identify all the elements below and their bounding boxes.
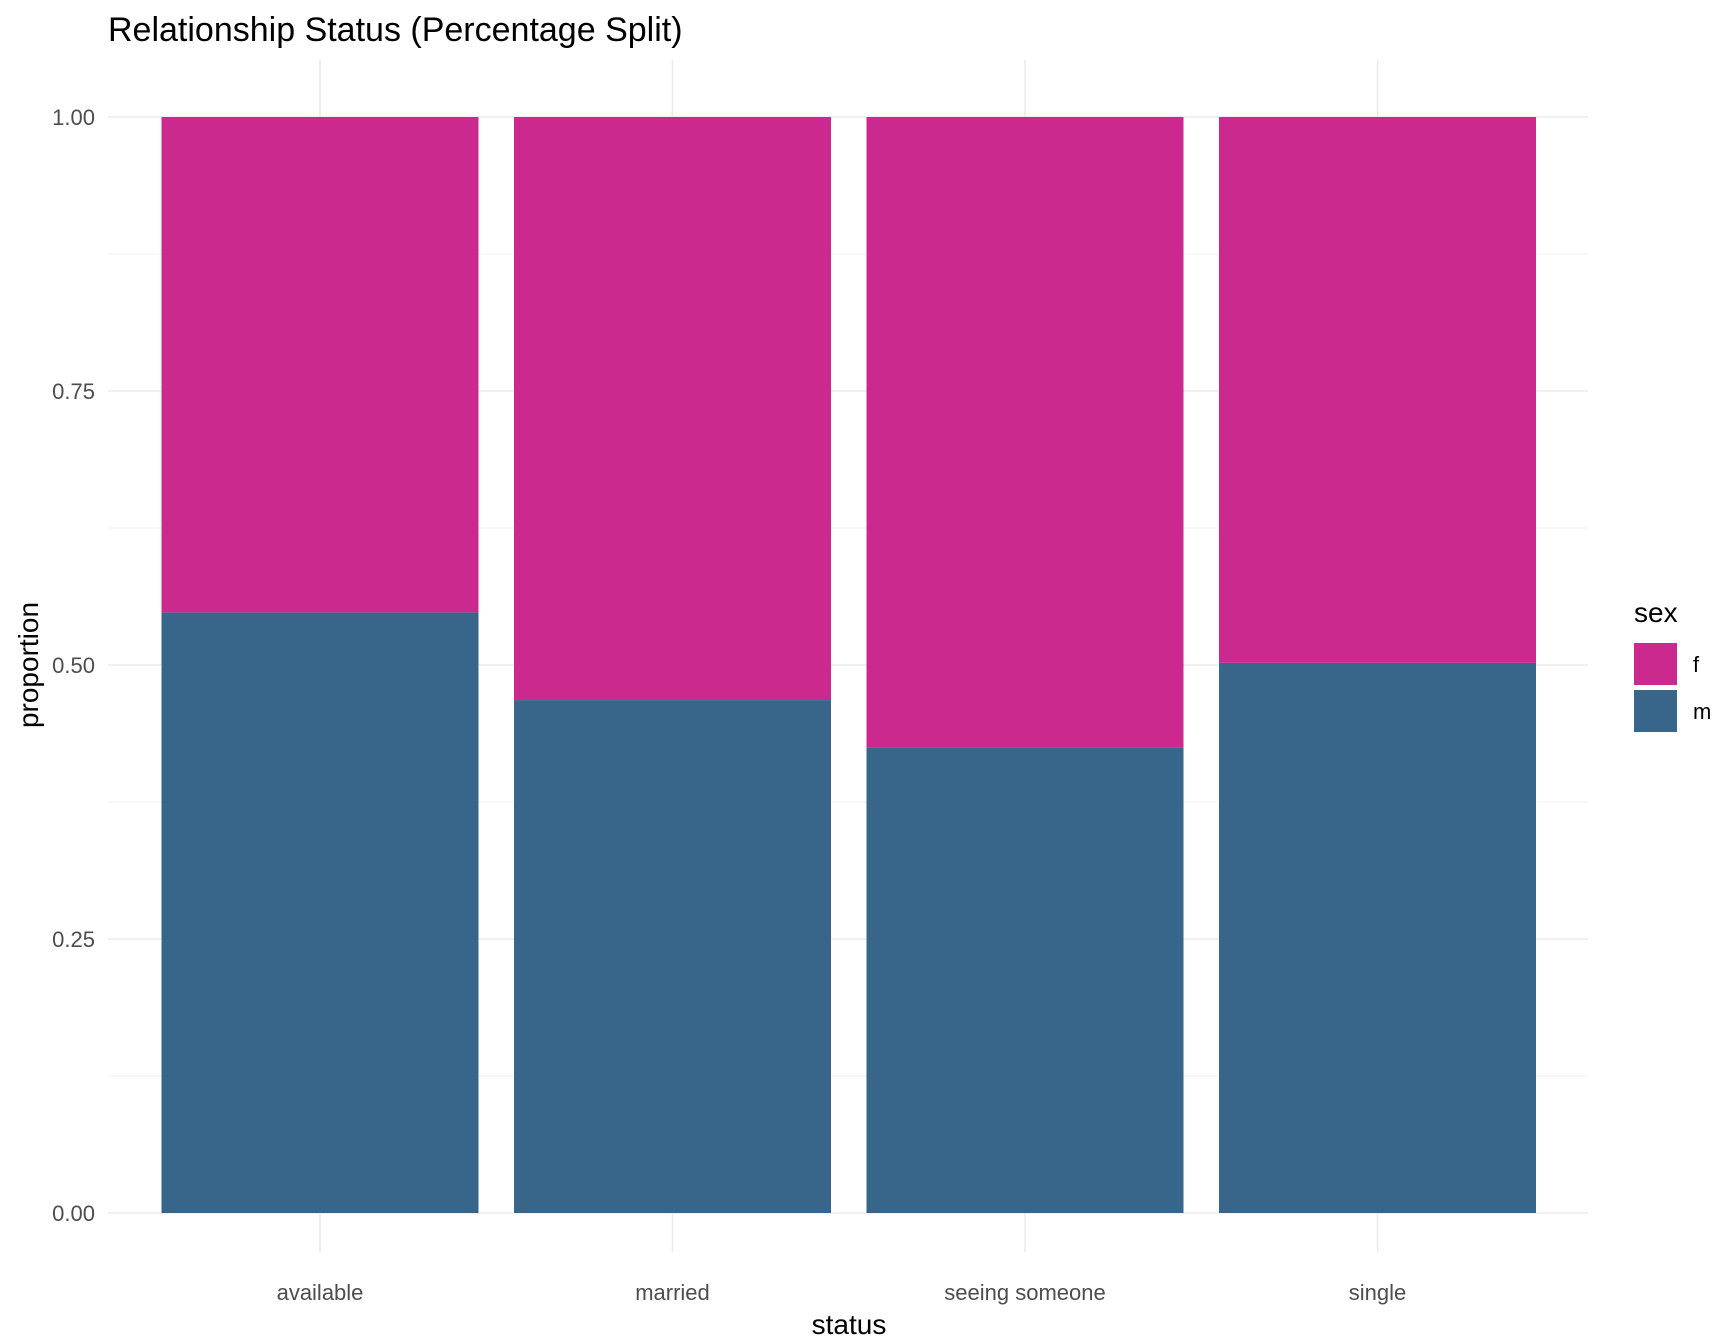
bar-m [161,612,479,1213]
bar-m [514,700,831,1213]
bars [161,117,1536,1213]
legend-swatch-m [1634,690,1677,732]
y-tick-label: 0.00 [52,1201,95,1226]
bar-m [866,747,1184,1213]
x-tick-label: married [635,1280,710,1305]
y-tick-label: 1.00 [52,105,95,130]
legend-swatch-f [1634,643,1677,685]
bar-f [514,117,831,701]
legend-label: f [1693,652,1700,677]
y-tick-label: 0.25 [52,927,95,952]
x-axis-title: status [812,1309,887,1340]
y-tick-label: 0.50 [52,653,95,678]
x-tick-label: seeing someone [944,1280,1105,1305]
legend: sex fm [1634,597,1711,732]
x-tick-label: single [1349,1280,1406,1305]
bar-f [1219,117,1536,663]
bar-m [1219,662,1536,1213]
y-axis-ticks: 0.00 0.25 0.50 0.75 1.00 [52,105,95,1226]
x-axis-ticks: available married seeing someone single [277,1280,1407,1305]
y-axis-title: proportion [13,602,44,728]
y-tick-label: 0.75 [52,379,95,404]
legend-title: sex [1634,597,1678,628]
legend-label: m [1693,699,1711,724]
chart-title: Relationship Status (Percentage Split) [108,11,683,49]
bar-f [866,117,1184,748]
bar-f [161,117,479,613]
x-tick-label: available [277,1280,364,1305]
